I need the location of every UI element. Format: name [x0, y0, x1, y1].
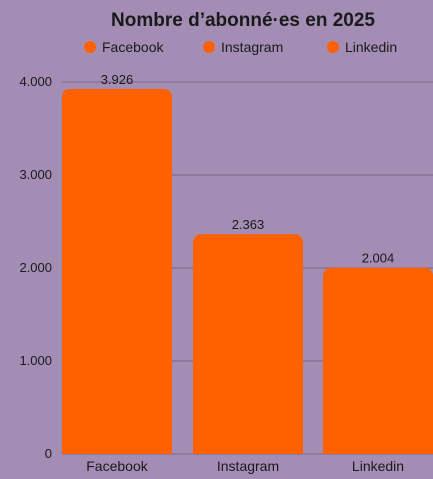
data-label: 2.004 [362, 251, 395, 266]
x-tick-label: Linkedin [352, 458, 404, 474]
legend-marker [84, 41, 96, 53]
x-tick-label: Instagram [217, 458, 279, 474]
x-tick-label: Facebook [86, 458, 148, 474]
bar-facebook [62, 88, 172, 454]
chart-title: Nombre d’abonné·es en 2025 [111, 10, 375, 31]
y-axis: 0 1.000 2.000 3.000 4.000 [19, 74, 52, 461]
legend-marker [327, 41, 339, 53]
y-tick-label: 4.000 [19, 74, 52, 89]
bar-instagram [193, 234, 303, 454]
y-tick-label: 3.000 [19, 167, 52, 182]
legend-label: Linkedin [345, 39, 397, 55]
legend-label: Instagram [221, 39, 283, 55]
legend-label: Facebook [102, 39, 164, 55]
data-label: 3.926 [101, 72, 134, 87]
x-axis: Facebook Instagram Linkedin [86, 458, 404, 474]
legend-marker [203, 41, 215, 53]
data-label: 2.363 [232, 217, 265, 232]
bar-linkedin [323, 267, 433, 454]
legend: Facebook Instagram Linkedin [84, 39, 397, 55]
y-tick-label: 1.000 [19, 353, 52, 368]
y-tick-label: 2.000 [19, 260, 52, 275]
bars: 3.926 2.363 2.004 [62, 72, 433, 454]
y-tick-label: 0 [45, 446, 52, 461]
